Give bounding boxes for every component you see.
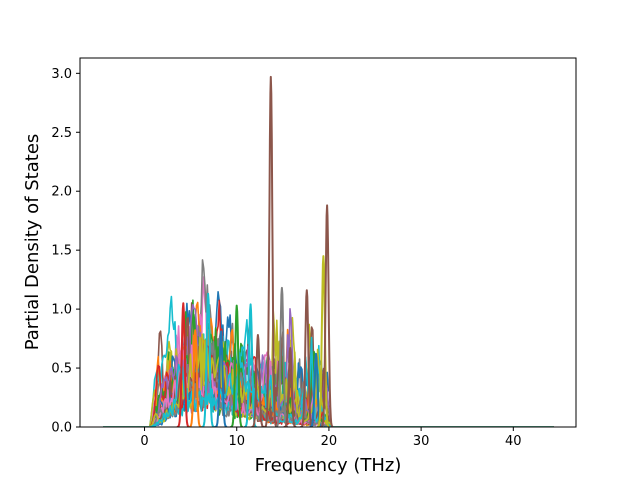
y-tick-label: 1.5 [51, 244, 72, 259]
x-axis-title: Frequency (THz) [255, 455, 402, 476]
plot-frame [79, 57, 577, 428]
y-tick-label: 3.0 [51, 67, 72, 82]
pdos-peak [201, 292, 216, 427]
pdos-peak [188, 329, 203, 427]
x-axis-ticks: 0 10 20 30 40 [140, 427, 522, 449]
x-tick-label: 0 [140, 434, 148, 449]
pdos-peak [229, 304, 244, 427]
pdos-peak [316, 255, 330, 427]
pdos-peak [320, 204, 334, 427]
pdos-series-line [103, 316, 554, 427]
pdos-peak [299, 289, 314, 427]
y-tick-label: 2.0 [51, 185, 72, 200]
pdos-peak [214, 330, 228, 427]
x-tick-label: 10 [228, 434, 245, 449]
y-tick-label: 1.0 [51, 303, 72, 318]
y-tick-label: 0.0 [51, 421, 72, 436]
pdos-peak [176, 302, 191, 427]
pdos-peak [283, 347, 297, 427]
y-tick-label: 2.5 [51, 126, 72, 141]
y-tick-label: 0.5 [51, 362, 72, 377]
pdos-peak [263, 75, 278, 427]
pdos-series-line [103, 319, 554, 427]
y-axis-title: Partial Density of States [22, 134, 43, 351]
x-tick-label: 20 [321, 434, 338, 449]
y-axis-ticks: 0.0 0.5 1.0 1.5 2.0 2.5 3.0 [51, 67, 80, 436]
x-tick-label: 30 [413, 434, 430, 449]
series-layer [103, 75, 554, 427]
pdos-peak [250, 334, 265, 427]
x-tick-label: 40 [505, 434, 522, 449]
